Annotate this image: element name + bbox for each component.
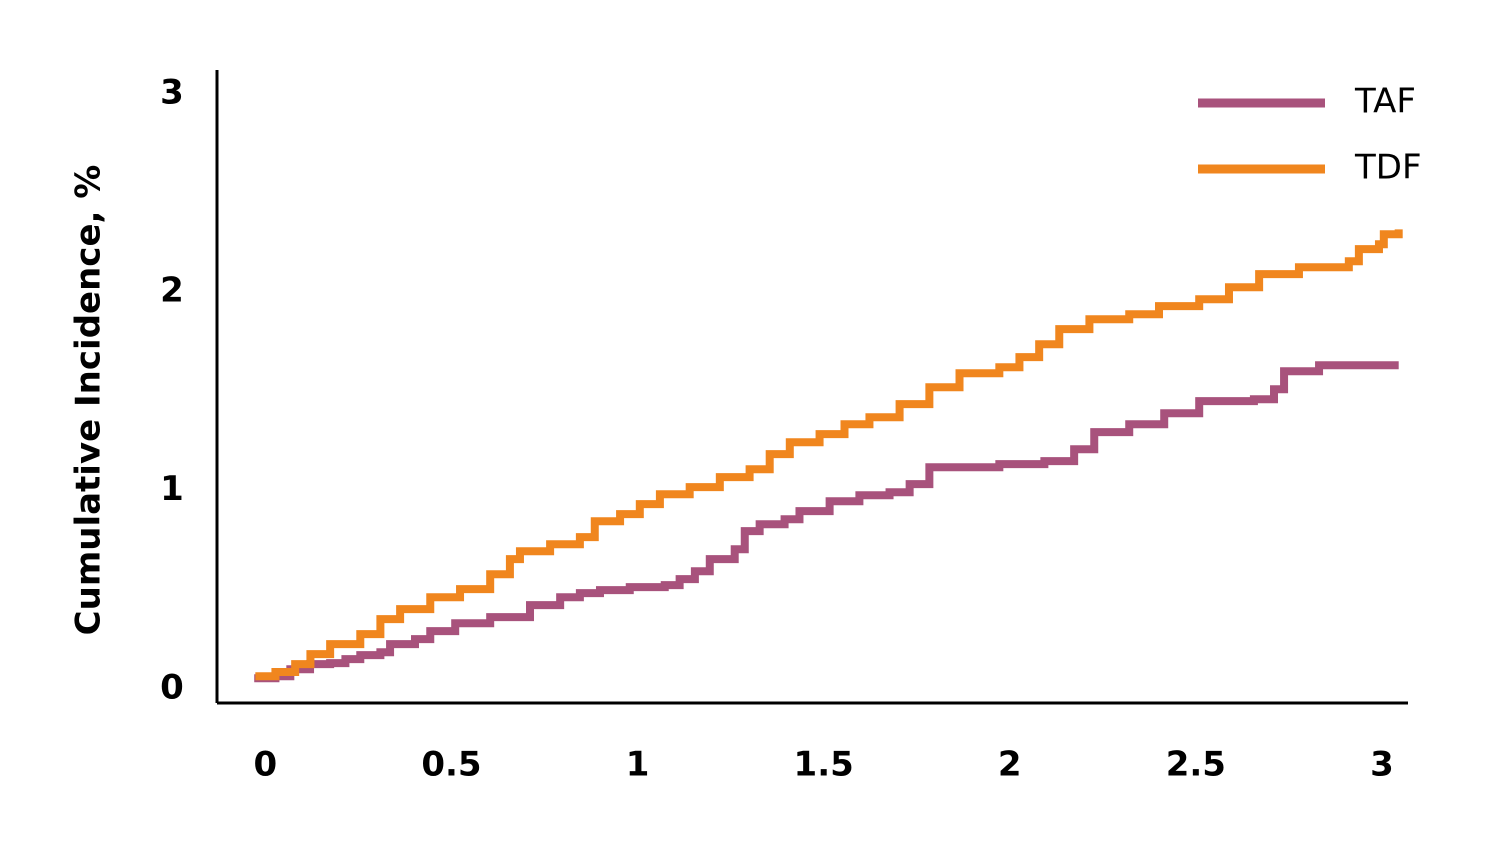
x-tick-label: 2.5 [1166, 745, 1226, 785]
series-line [255, 229, 1403, 681]
x-tick-label: 0 [254, 745, 278, 785]
x-tick-label: 1.5 [794, 745, 854, 785]
x-tick-label: 3 [1370, 745, 1394, 785]
series-line [254, 361, 1399, 683]
x-tick-label: 2 [998, 745, 1022, 785]
y-tick-label: 1 [160, 469, 184, 509]
legend-label: TDF [1354, 148, 1422, 188]
legend-label: TAF [1354, 82, 1416, 122]
y-tick-label: 2 [160, 271, 184, 311]
x-tick-label: 0.5 [421, 745, 481, 785]
y-axis-label: Cumulative Incidence, % [69, 165, 109, 636]
y-tick-label: 0 [160, 668, 184, 708]
x-tick-label: 1 [626, 745, 650, 785]
y-tick-label: 3 [160, 72, 184, 112]
